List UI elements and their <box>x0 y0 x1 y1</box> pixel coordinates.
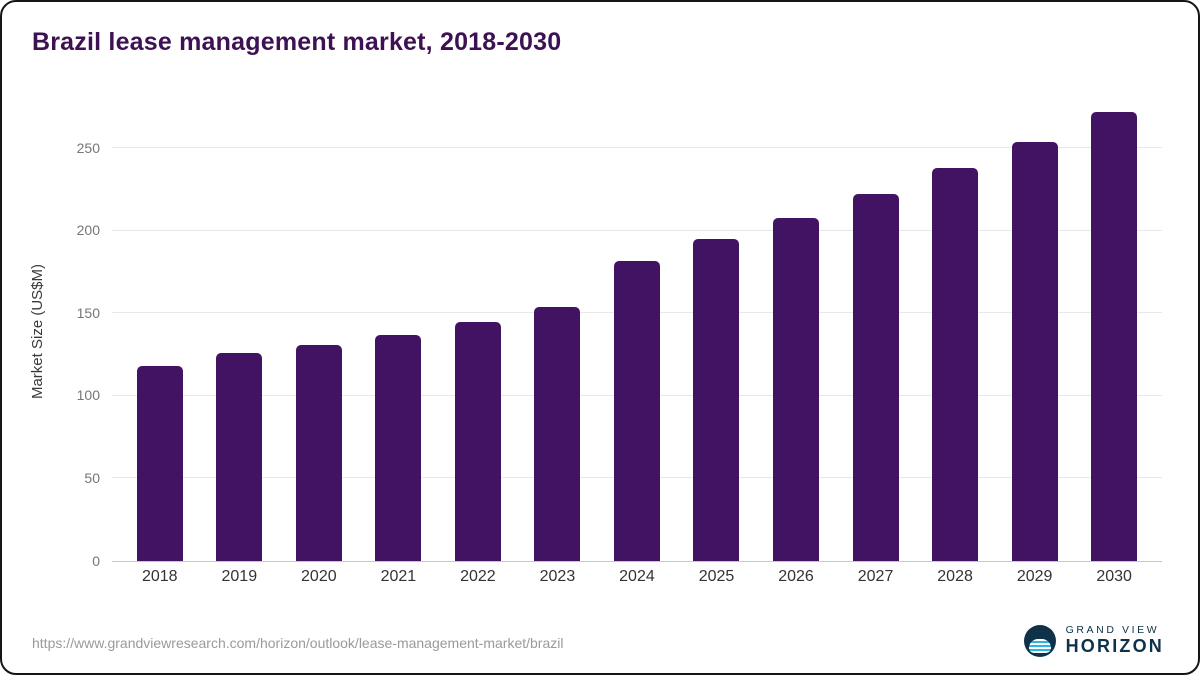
bar-column <box>279 102 359 561</box>
brand-logo: GRAND VIEW HORIZON <box>1023 624 1164 657</box>
bar-column <box>200 102 280 561</box>
x-tick-label: 2024 <box>619 568 655 585</box>
bar-column <box>438 102 518 561</box>
bar-2018 <box>136 366 183 561</box>
bar-2024 <box>613 260 660 561</box>
horizon-logo-icon <box>1023 624 1056 657</box>
x-tick-label: 2022 <box>460 568 496 585</box>
bar-2020 <box>295 344 342 561</box>
x-tick-label: 2028 <box>937 568 973 585</box>
y-tick-label: 50 <box>84 469 100 486</box>
bar-column <box>756 102 836 561</box>
bar-2025 <box>693 239 740 561</box>
y-tick-label: 100 <box>76 387 100 404</box>
x-tick-label: 2023 <box>539 568 576 585</box>
bar-column <box>1074 102 1154 561</box>
bar-2027 <box>852 194 899 561</box>
bar-column <box>120 102 200 561</box>
x-tick-label: 2029 <box>1016 568 1053 585</box>
gridline-0: 0 <box>92 553 1162 569</box>
x-tick-label: 2026 <box>778 568 814 585</box>
plot-area: 0 50 100 150 200 250 <box>77 102 1162 569</box>
page-title: Brazil lease management market, 2018-203… <box>32 28 562 56</box>
gridline-200: 200 <box>77 222 1162 238</box>
bar-column <box>597 102 677 561</box>
x-tick-label: 2019 <box>221 568 258 585</box>
bar-2019 <box>216 352 263 561</box>
source-url: https://www.grandviewresearch.com/horizo… <box>32 635 564 651</box>
bar-2023 <box>534 306 581 561</box>
y-axis-label-text: Market Size (US$M) <box>28 264 46 400</box>
y-tick-label: 250 <box>76 139 100 156</box>
x-tick-label: 2018 <box>141 568 178 585</box>
logo-grand-view: GRAND VIEW <box>1065 624 1160 637</box>
x-tick-label: 2020 <box>301 568 337 585</box>
x-tick-label: 2021 <box>380 568 417 585</box>
bars <box>112 102 1162 561</box>
y-tick-label: 150 <box>76 304 100 321</box>
x-tick-label: 2027 <box>857 568 894 585</box>
bar-column <box>995 102 1075 561</box>
y-tick-label: 200 <box>76 222 100 239</box>
bar-2022 <box>454 321 501 561</box>
bar-column <box>518 102 598 561</box>
x-tick-label: 2030 <box>1096 568 1132 585</box>
gridline-250: 250 <box>77 140 1162 156</box>
bar-2021 <box>375 334 422 561</box>
bar-2026 <box>773 217 820 561</box>
logo-text: GRAND VIEW HORIZON <box>1066 624 1164 657</box>
logo-horizon: HORIZON <box>1065 636 1164 657</box>
x-labels: 2018 2019 2020 2021 2022 2023 2024 2025 2026 2027… <box>112 568 1162 586</box>
y-axis-label: Market Size (US$M) <box>26 102 48 562</box>
bar-column <box>836 102 916 561</box>
bar-column <box>677 102 757 561</box>
bar-2028 <box>932 168 979 561</box>
bar-2029 <box>1011 141 1058 561</box>
y-tick-label: 0 <box>92 552 100 569</box>
bar-column <box>359 102 439 561</box>
bar-2030 <box>1091 111 1138 561</box>
x-tick-label: 2025 <box>698 568 735 585</box>
bar-column <box>915 102 995 561</box>
